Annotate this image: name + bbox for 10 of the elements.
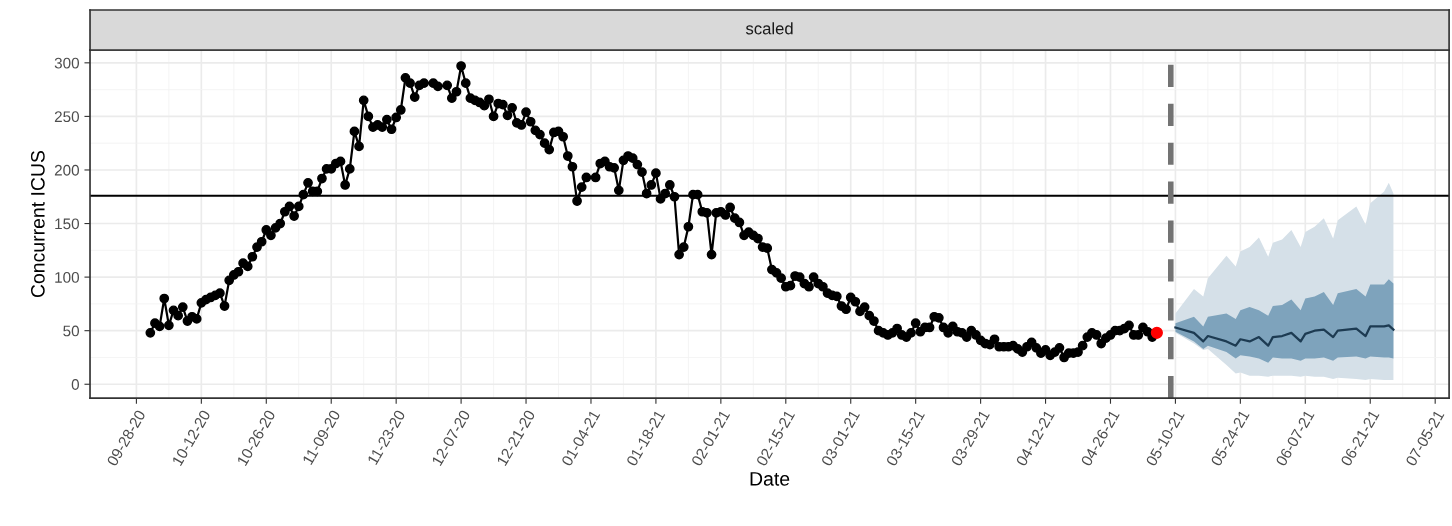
y-tick-label: 100 [55, 271, 80, 283]
y-axis-title: Concurrent ICUS [30, 150, 45, 298]
y-tick-label: 200 [54, 164, 80, 176]
y-tick-label: 50 [63, 325, 80, 337]
x-axis-title: Date [750, 472, 790, 486]
y-tick-label: 150 [55, 218, 80, 230]
y-tick-label: 300 [54, 57, 80, 69]
chart-title: scaled [745, 22, 793, 35]
y-tick-label: 250 [54, 111, 80, 123]
y-tick-label: 0 [71, 379, 80, 390]
